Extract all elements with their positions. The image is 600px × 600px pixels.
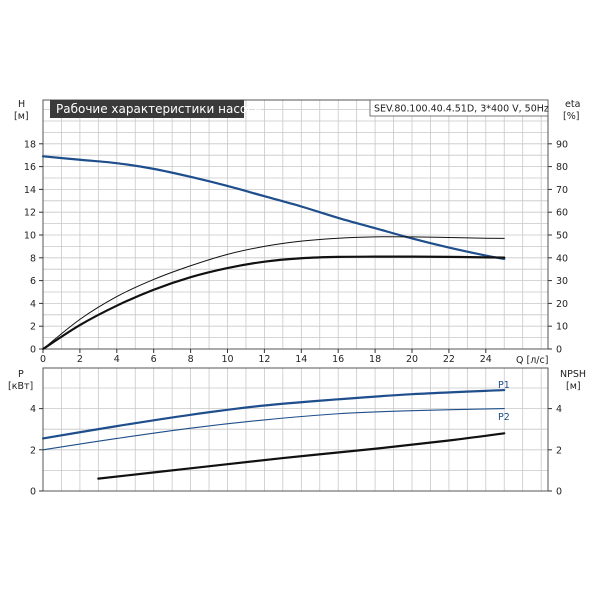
x-tick-label: 2: [77, 354, 83, 365]
x-tick-label: 20: [406, 354, 418, 365]
p-tick-label: 4: [30, 404, 36, 415]
npsh-curve: [97, 432, 506, 480]
power-curve-p2: [42, 408, 505, 451]
series-label-p2: P2: [498, 412, 510, 423]
eta-tick-label: 20: [556, 299, 568, 310]
grid-layer: [43, 100, 548, 491]
eta-tick-label: 30: [556, 276, 568, 287]
eta-tick-label: 90: [556, 139, 568, 150]
x-tick-label: 16: [332, 354, 344, 365]
bottom-panel-frame: [42, 367, 549, 492]
eta-tick-label: 70: [556, 185, 568, 196]
h-tick-label: 4: [30, 299, 36, 310]
power-curve-p1: [41, 388, 506, 440]
npsh-axis-label: NPSH: [560, 369, 586, 380]
h-tick-label: 16: [24, 162, 36, 173]
h-axis-unit: [м]: [14, 111, 29, 122]
eta-tick-label: 50: [556, 231, 568, 242]
eta-tick-label: 60: [556, 208, 568, 219]
x-tick-label: 12: [258, 354, 270, 365]
npsh-axis-unit: [м]: [566, 381, 581, 392]
h-tick-label: 0: [30, 345, 36, 356]
x-tick-label: 0: [40, 354, 46, 365]
series-layer: [41, 155, 506, 480]
eta-tick-label: 10: [556, 322, 568, 333]
x-tick-label: 18: [369, 354, 381, 365]
head-curve-h: [41, 155, 506, 261]
efficiency-curve-pump: [42, 236, 505, 350]
eta-axis-unit: [%]: [563, 111, 579, 122]
h-tick-label: 10: [24, 231, 36, 242]
x-tick-label: 14: [295, 354, 307, 365]
q-axis-label: Q [л/с]: [516, 355, 548, 366]
x-tick-label: 6: [151, 354, 157, 365]
p-axis-label: P: [18, 369, 24, 380]
npsh-tick-label: 2: [556, 445, 562, 456]
x-tick-label: 22: [443, 354, 455, 365]
tick-layer: 0 2 4 6 8 10 12 14 16 18 20 22 240246810121416180102…: [24, 139, 568, 497]
h-tick-label: 12: [24, 208, 36, 219]
h-tick-label: 18: [24, 139, 36, 150]
x-tick-label: 8: [188, 354, 194, 365]
eta-tick-label: 80: [556, 162, 568, 173]
x-tick-label: 4: [114, 354, 120, 365]
h-tick-label: 6: [30, 276, 36, 287]
npsh-tick-label: 0: [556, 487, 562, 498]
top-panel-frame: [42, 99, 549, 350]
series-label-p1: P1: [498, 380, 510, 391]
h-tick-label: 14: [24, 185, 36, 196]
x-tick-label: 24: [480, 354, 492, 365]
npsh-tick-label: 4: [556, 404, 562, 415]
title-box: [50, 100, 244, 118]
x-tick-label: 10: [221, 354, 233, 365]
info-box: [369, 99, 549, 117]
eta-tick-label: 40: [556, 253, 568, 264]
eta-axis-label: eta: [565, 99, 580, 110]
efficiency-curve-total: [41, 255, 506, 351]
h-tick-label: 2: [30, 322, 36, 333]
p-tick-label: 0: [30, 487, 36, 498]
frame-layer: [42, 99, 549, 492]
p-tick-label: 2: [30, 445, 36, 456]
pump-model-info: SEV.80.100.40.4.51D, 3*400 V, 50Hz: [374, 104, 549, 115]
p-axis-unit: [кВт]: [8, 381, 33, 392]
h-tick-label: 8: [30, 253, 36, 264]
eta-tick-label: 0: [556, 345, 562, 356]
chart-title: Рабочие характеристики насоса: [56, 102, 261, 116]
h-axis-label: H: [18, 99, 25, 110]
